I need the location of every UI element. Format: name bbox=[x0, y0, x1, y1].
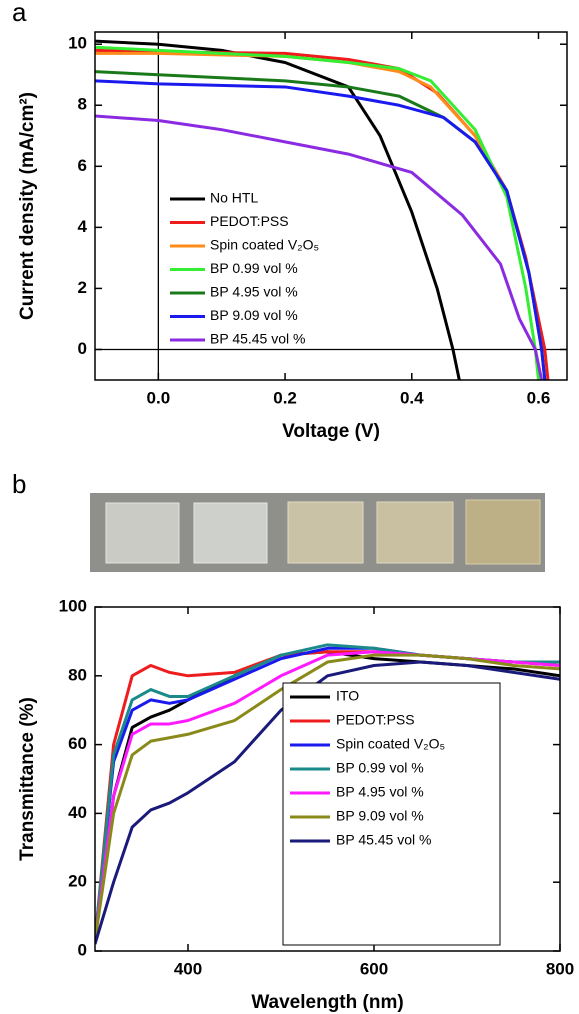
x-tick-label: 0.6 bbox=[527, 388, 551, 407]
sample-photo bbox=[90, 493, 545, 572]
series-line bbox=[95, 653, 560, 941]
x-tick-label: 0.0 bbox=[147, 388, 171, 407]
legend-label: Spin coated V₂O₅ bbox=[210, 237, 319, 253]
x-tick-label: 600 bbox=[360, 959, 388, 978]
series-line bbox=[95, 39, 461, 380]
y-tick-label: 2 bbox=[78, 278, 87, 297]
x-tick-label: 0.4 bbox=[400, 388, 424, 407]
panel-label: a bbox=[12, 0, 27, 27]
legend-label: No HTL bbox=[210, 190, 258, 206]
y-axis-title: Current density (mA/cm²) bbox=[17, 92, 38, 320]
legend-label: ITO bbox=[336, 688, 359, 704]
legend-label: BP 9.09 vol % bbox=[210, 307, 298, 323]
legend-label: BP 45.45 vol % bbox=[336, 832, 431, 848]
x-tick-label: 0.2 bbox=[273, 388, 297, 407]
x-tick-label: 800 bbox=[546, 959, 574, 978]
series-line bbox=[95, 51, 547, 380]
x-axis-title: Wavelength (nm) bbox=[251, 992, 403, 1013]
plot-frame bbox=[94, 606, 561, 952]
series-line bbox=[95, 48, 550, 380]
x-tick-label: 400 bbox=[174, 959, 202, 978]
y-tick-label: 10 bbox=[68, 34, 87, 53]
y-axis-title: Transmittance (%) bbox=[17, 697, 38, 861]
legend-label: BP 4.95 vol % bbox=[336, 784, 424, 800]
y-tick-label: 0 bbox=[78, 940, 87, 959]
y-tick-label: 80 bbox=[68, 665, 87, 684]
legend-label: BP 9.09 vol % bbox=[336, 808, 424, 824]
series-line bbox=[95, 79, 547, 380]
legend-label: BP 0.99 vol % bbox=[336, 760, 424, 776]
legend-label: PEDOT:PSS bbox=[210, 213, 289, 229]
y-tick-label: 100 bbox=[59, 596, 87, 615]
series-line bbox=[95, 45, 540, 380]
y-tick-label: 8 bbox=[78, 95, 87, 114]
legend-label: BP 45.45 vol % bbox=[210, 331, 305, 347]
legend-box bbox=[282, 682, 501, 946]
series-line bbox=[95, 70, 547, 380]
y-tick-label: 4 bbox=[78, 217, 88, 236]
y-tick-label: 0 bbox=[78, 339, 87, 358]
legend-label: BP 0.99 vol % bbox=[210, 260, 298, 276]
panel-label: b bbox=[12, 469, 26, 499]
plot-frame bbox=[94, 31, 568, 381]
series-line bbox=[95, 114, 544, 380]
y-tick-label: 60 bbox=[68, 734, 87, 753]
y-tick-label: 40 bbox=[68, 803, 87, 822]
legend-label: PEDOT:PSS bbox=[336, 712, 415, 728]
legend-label: Spin coated V₂O₅ bbox=[336, 736, 445, 752]
x-axis-title: Voltage (V) bbox=[282, 421, 380, 442]
legend-label: BP 4.95 vol % bbox=[210, 284, 298, 300]
series-line bbox=[95, 660, 560, 945]
y-tick-label: 6 bbox=[78, 156, 87, 175]
y-tick-label: 20 bbox=[68, 872, 87, 891]
